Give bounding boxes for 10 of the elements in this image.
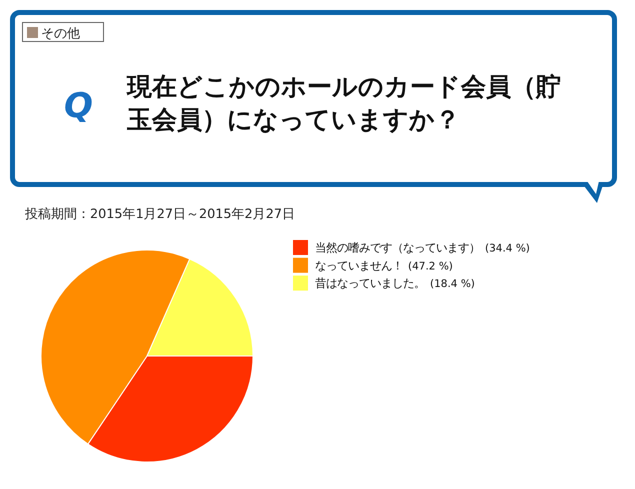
legend-label: 昔はなっていました。 bbox=[315, 277, 425, 290]
data-label: (47.2 %) bbox=[408, 260, 453, 272]
text: その他 bbox=[41, 26, 80, 42]
data-label: (34.4 %) bbox=[485, 242, 530, 254]
chart-subtitle: 投稿期間：2015年1月27日～2015年2月27日 bbox=[24, 207, 295, 222]
legend-label: 当然の嗜みです（なっています） bbox=[315, 242, 480, 254]
legend-label: なっていません！ bbox=[315, 259, 403, 272]
text: Q bbox=[64, 86, 93, 126]
data-label: (18.4 %) bbox=[430, 278, 475, 290]
chart-title: 現在どこかのホールのカード会員（貯玉会員）になっていますか？ bbox=[126, 72, 561, 134]
